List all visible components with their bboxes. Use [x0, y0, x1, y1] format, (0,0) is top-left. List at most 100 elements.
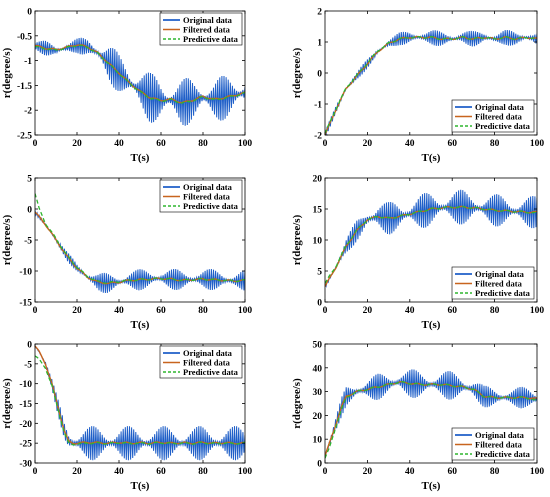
y-tick-label: -2.5 [17, 132, 32, 142]
x-axis-label: T(s) [131, 480, 150, 492]
x-tick-label: 0 [33, 467, 38, 477]
x-tick-label: 100 [530, 306, 545, 316]
series-filtered-data [35, 345, 245, 445]
y-tick-label: 1 [317, 39, 322, 49]
y-tick-label: -2 [24, 107, 32, 117]
y-tick-label: -10 [19, 380, 32, 390]
legend-entry: Original data [183, 182, 233, 192]
x-axis-label: T(s) [422, 480, 441, 492]
series-predictive-data [325, 381, 537, 459]
y-tick-label: 0 [317, 299, 322, 309]
x-tick-label: 40 [405, 467, 415, 477]
series-predictive-data [35, 44, 245, 104]
plot-area [35, 193, 245, 294]
legend-entry: Predictive data [475, 449, 531, 459]
x-tick-label: 40 [114, 139, 124, 149]
x-tick-label: 100 [238, 306, 253, 316]
x-tick-label: 80 [198, 139, 208, 149]
y-axis-label: r(degree/s) [291, 214, 303, 265]
y-tick-label: -1.5 [17, 82, 32, 92]
x-tick-label: 0 [323, 467, 328, 477]
y-tick-label: -5 [24, 360, 32, 370]
plot-area [325, 189, 537, 288]
chart-panel-5: 0 20 40 60 80 100 0 -5 -10 -15 -20 -25 -30 T(s) r(degr… [1, 341, 252, 493]
y-tick-label: 20 [313, 175, 323, 185]
y-tick-label: -15 [19, 400, 32, 410]
series-predictive-data [35, 193, 245, 284]
legend-entry: Original data [475, 269, 525, 279]
y-tick-label: -2 [314, 132, 322, 142]
chart-panel-1: 0 20 40 60 80 100 0 -0.5 -1 -1.5 -2 -2.5 T(s) r(degre… [1, 8, 252, 165]
legend-entry: Original data [183, 15, 233, 25]
y-tick-label: -5 [24, 237, 32, 247]
y-tick-label: 10 [313, 436, 323, 446]
y-tick-label: 0 [317, 460, 322, 470]
y-tick-label: -20 [19, 420, 32, 430]
x-tick-label: 20 [363, 306, 373, 316]
y-tick-label: 0 [317, 70, 322, 80]
series-predictive-data [325, 205, 537, 284]
x-tick-label: 0 [323, 306, 328, 316]
x-tick-label: 0 [33, 306, 38, 316]
y-axis-label: r(degree/s) [291, 47, 303, 98]
plot-area [325, 369, 537, 459]
x-tick-label: 80 [490, 139, 500, 149]
series-original-data [35, 37, 245, 126]
x-tick-label: 80 [490, 306, 500, 316]
plot-area [325, 29, 537, 135]
y-axis-label: r(degree/s) [1, 214, 13, 265]
series-predictive-data [325, 35, 537, 134]
x-tick-label: 100 [238, 467, 253, 477]
x-tick-label: 20 [72, 467, 82, 477]
y-tick-label: 30 [313, 388, 323, 398]
y-tick-label: 5 [317, 268, 322, 278]
y-tick-label: 50 [313, 341, 323, 351]
chart-panel-4: 0 20 40 60 80 100 20 15 10 5 0 T(s) r(degree/s) Origi… [291, 175, 544, 332]
y-tick-label: 10 [313, 237, 323, 247]
x-tick-label: 40 [114, 467, 124, 477]
x-tick-label: 20 [363, 467, 373, 477]
x-tick-label: 20 [72, 139, 82, 149]
x-tick-label: 100 [530, 467, 545, 477]
y-tick-label: -15 [19, 299, 32, 309]
legend-entry: Predictive data [183, 34, 239, 44]
legend-entry: Filtered data [183, 25, 231, 35]
legend-entry: Predictive data [475, 121, 531, 131]
legend-entry: Original data [183, 348, 233, 358]
x-tick-label: 80 [198, 467, 208, 477]
legend-entry: Original data [475, 430, 525, 440]
x-tick-label: 20 [72, 306, 82, 316]
x-tick-label: 60 [447, 139, 457, 149]
legend-entry: Filtered data [183, 358, 231, 368]
y-tick-label: -1 [314, 101, 322, 111]
x-tick-label: 40 [114, 306, 124, 316]
chart-panel-2: 0 20 40 60 80 100 2 1 0 -1 -2 T(s) r(degree/s) Origin… [291, 8, 544, 165]
plot-area [35, 37, 245, 126]
y-tick-label: 0 [27, 8, 32, 18]
series-original-data [325, 189, 537, 288]
x-tick-label: 0 [33, 139, 38, 149]
x-tick-label: 80 [490, 467, 500, 477]
legend-entry: Predictive data [183, 367, 239, 377]
series-original-data [35, 345, 245, 461]
x-axis-label: T(s) [422, 152, 441, 164]
x-tick-label: 80 [198, 306, 208, 316]
y-axis-label: r(degree/s) [1, 47, 13, 98]
plot-area [35, 345, 245, 461]
legend-entry: Filtered data [183, 192, 231, 202]
y-tick-label: -0.5 [17, 32, 32, 42]
x-tick-label: 40 [405, 139, 415, 149]
y-tick-label: 40 [313, 364, 323, 374]
y-tick-label: -1 [24, 57, 32, 67]
y-tick-label: 5 [27, 175, 32, 185]
x-tick-label: 100 [238, 139, 253, 149]
x-tick-label: 60 [447, 467, 457, 477]
axes-box [34, 10, 246, 136]
legend-entry: Predictive data [475, 288, 531, 298]
